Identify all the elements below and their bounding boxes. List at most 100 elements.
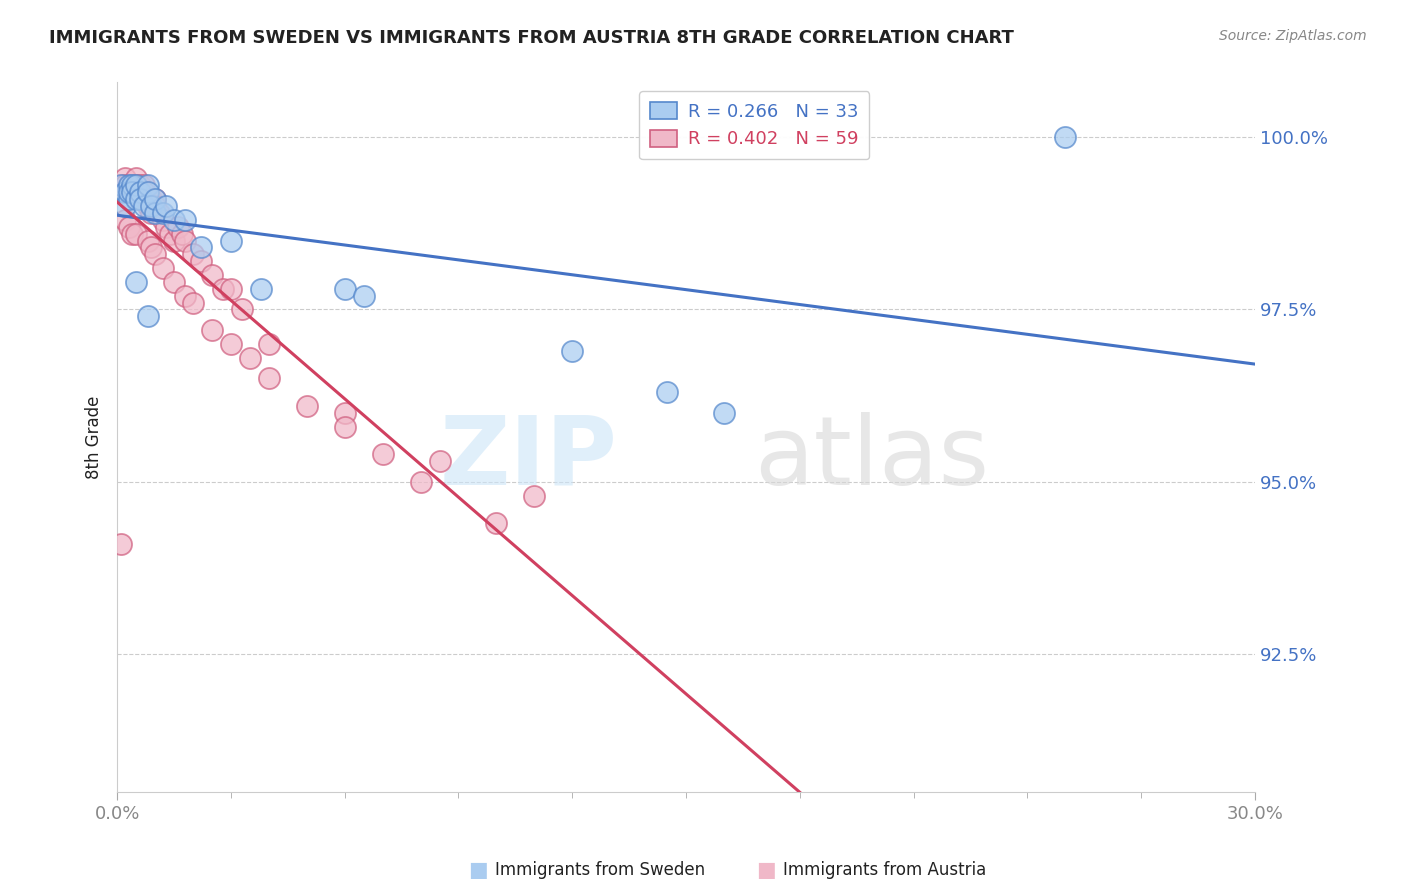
- Point: [333, 282, 356, 296]
- Legend: R = 0.266   N = 33, R = 0.402   N = 59: R = 0.266 N = 33, R = 0.402 N = 59: [640, 91, 869, 160]
- Point: [110, 178, 132, 193]
- Point: [143, 192, 166, 206]
- Point: [136, 310, 159, 324]
- Point: [561, 343, 583, 358]
- Point: [170, 227, 193, 241]
- Point: [125, 171, 148, 186]
- Point: [121, 227, 143, 241]
- Point: [295, 399, 318, 413]
- Point: [409, 475, 432, 489]
- Point: [219, 282, 242, 296]
- Point: [125, 275, 148, 289]
- Y-axis label: 8th Grade: 8th Grade: [86, 395, 103, 479]
- Point: [163, 212, 186, 227]
- Text: Immigrants from Austria: Immigrants from Austria: [783, 861, 987, 879]
- Point: [117, 192, 139, 206]
- Point: [129, 186, 152, 200]
- Point: [163, 234, 186, 248]
- Point: [159, 227, 181, 241]
- Text: ■: ■: [756, 860, 776, 880]
- Text: atlas: atlas: [754, 412, 990, 505]
- Point: [485, 516, 508, 531]
- Text: ■: ■: [468, 860, 488, 880]
- Point: [132, 199, 155, 213]
- Point: [152, 212, 174, 227]
- Point: [132, 186, 155, 200]
- Point: [136, 234, 159, 248]
- Point: [181, 247, 204, 261]
- Text: IMMIGRANTS FROM SWEDEN VS IMMIGRANTS FROM AUSTRIA 8TH GRADE CORRELATION CHART: IMMIGRANTS FROM SWEDEN VS IMMIGRANTS FRO…: [49, 29, 1014, 46]
- Point: [141, 206, 163, 220]
- Point: [141, 199, 163, 213]
- Point: [114, 186, 136, 200]
- Point: [136, 199, 159, 213]
- Text: ZIP: ZIP: [440, 412, 617, 505]
- Point: [152, 261, 174, 276]
- Point: [333, 406, 356, 420]
- Point: [125, 178, 148, 193]
- Point: [121, 186, 143, 200]
- Point: [114, 171, 136, 186]
- Point: [136, 178, 159, 193]
- Point: [129, 192, 152, 206]
- Point: [114, 178, 136, 193]
- Point: [141, 192, 163, 206]
- Point: [129, 192, 152, 206]
- Point: [136, 192, 159, 206]
- Point: [143, 192, 166, 206]
- Point: [129, 186, 152, 200]
- Point: [231, 302, 253, 317]
- Text: Source: ZipAtlas.com: Source: ZipAtlas.com: [1219, 29, 1367, 43]
- Point: [257, 371, 280, 385]
- Point: [174, 234, 197, 248]
- Point: [117, 178, 139, 193]
- Point: [117, 186, 139, 200]
- Point: [152, 206, 174, 220]
- Point: [167, 219, 190, 234]
- Point: [201, 268, 224, 282]
- Point: [114, 199, 136, 213]
- Point: [121, 186, 143, 200]
- Point: [353, 289, 375, 303]
- Point: [155, 219, 177, 234]
- Point: [132, 178, 155, 193]
- Point: [429, 454, 451, 468]
- Point: [201, 323, 224, 337]
- Point: [371, 447, 394, 461]
- Point: [110, 178, 132, 193]
- Point: [174, 212, 197, 227]
- Point: [239, 351, 262, 365]
- Point: [125, 192, 148, 206]
- Point: [121, 178, 143, 193]
- Point: [163, 275, 186, 289]
- Text: Immigrants from Sweden: Immigrants from Sweden: [495, 861, 704, 879]
- Point: [655, 385, 678, 400]
- Point: [523, 489, 546, 503]
- Point: [143, 199, 166, 213]
- Point: [174, 289, 197, 303]
- Point: [125, 178, 148, 193]
- Point: [1054, 130, 1077, 145]
- Point: [136, 186, 159, 200]
- Point: [190, 254, 212, 268]
- Point: [181, 295, 204, 310]
- Point: [219, 337, 242, 351]
- Point: [148, 206, 170, 220]
- Point: [125, 227, 148, 241]
- Point: [121, 178, 143, 193]
- Point: [212, 282, 235, 296]
- Point: [190, 240, 212, 254]
- Point: [143, 247, 166, 261]
- Point: [141, 240, 163, 254]
- Point: [257, 337, 280, 351]
- Point: [143, 206, 166, 220]
- Point: [129, 178, 152, 193]
- Point: [117, 186, 139, 200]
- Point: [713, 406, 735, 420]
- Point: [110, 537, 132, 551]
- Point: [114, 212, 136, 227]
- Point: [117, 178, 139, 193]
- Point: [219, 234, 242, 248]
- Point: [117, 219, 139, 234]
- Point: [333, 419, 356, 434]
